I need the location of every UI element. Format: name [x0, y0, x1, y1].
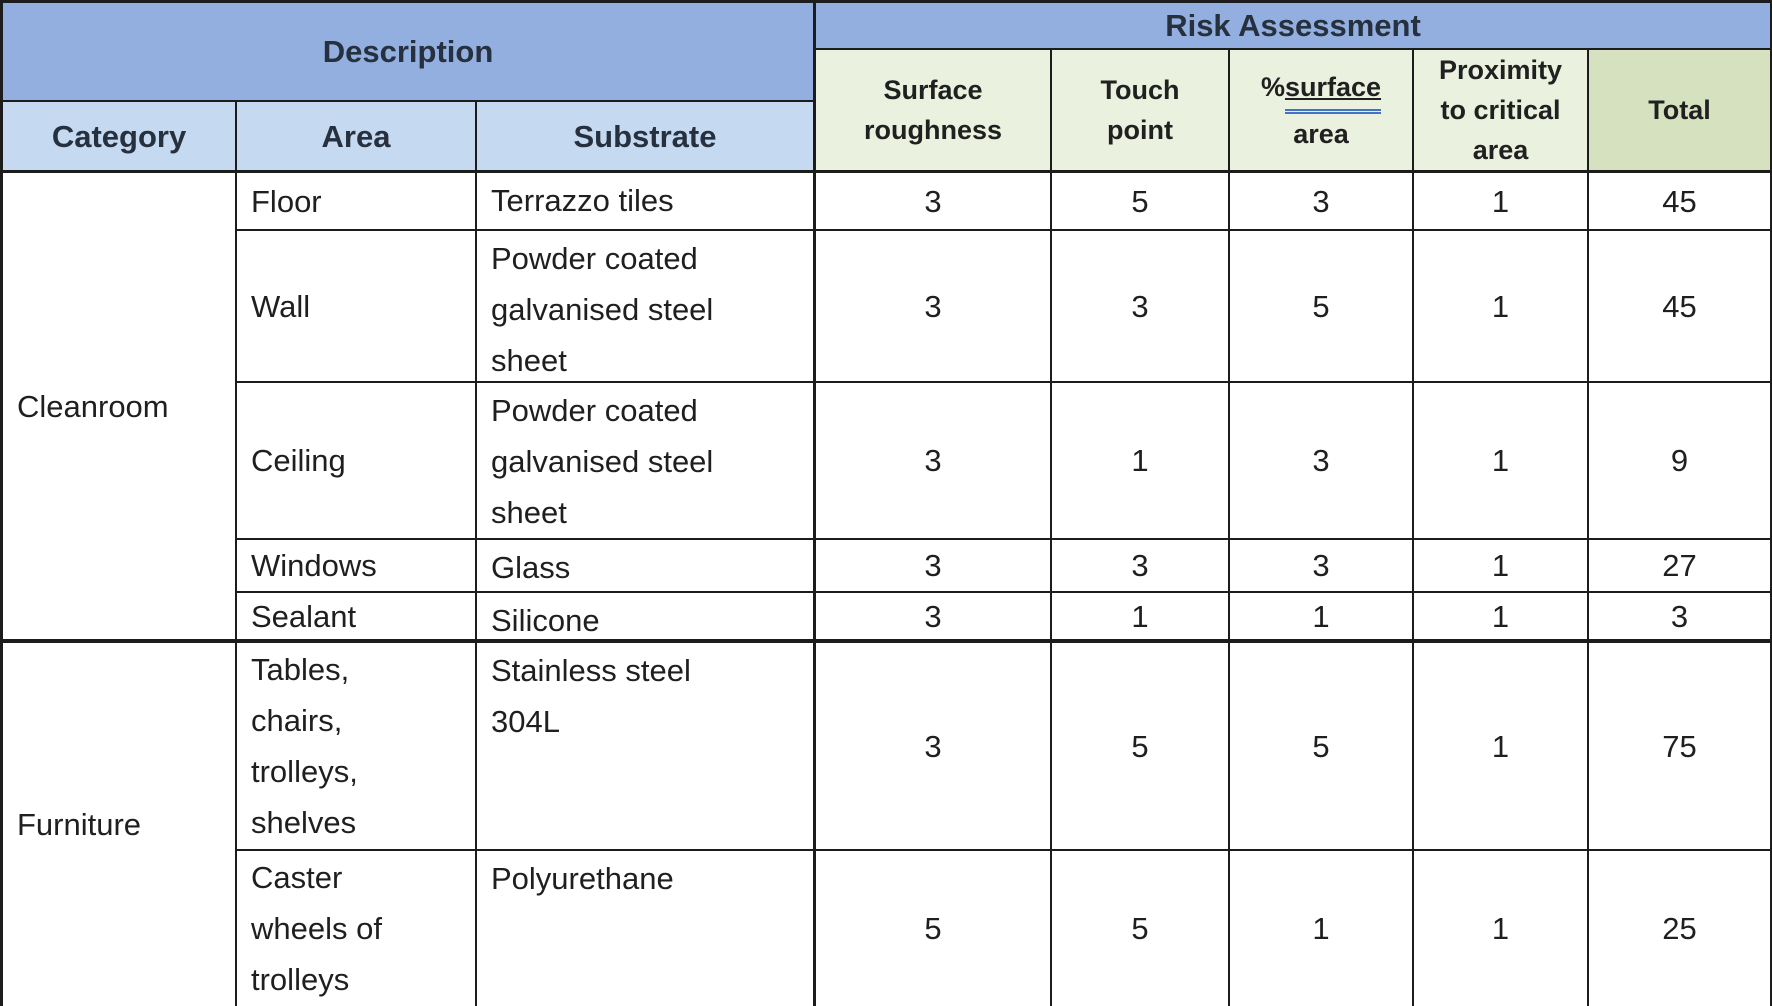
row-floor-surface-roughness: 3 — [816, 173, 1052, 231]
row-windows-proximity: 1 — [1414, 540, 1589, 593]
row-floor-substrate: Terrazzo tiles — [477, 173, 816, 231]
row-sealant-total: 3 — [1589, 593, 1772, 643]
row-caster-total: 25 — [1589, 851, 1772, 1006]
row-sealant-surface-roughness: 3 — [816, 593, 1052, 643]
row-tables-proximity: 1 — [1414, 643, 1589, 851]
row-tables-touch-point: 5 — [1052, 643, 1230, 851]
row-ceiling-surface-roughness: 3 — [816, 383, 1052, 540]
header-area: Area — [237, 102, 477, 173]
header-total: Total — [1589, 50, 1772, 173]
row-caster-touch-point: 5 — [1052, 851, 1230, 1006]
header-category: Category — [0, 102, 237, 173]
row-sealant-pct-surface-area: 1 — [1230, 593, 1414, 643]
header-touch-point: Touch point — [1052, 50, 1230, 173]
row-tables-surface-roughness: 3 — [816, 643, 1052, 851]
category-cell-furniture: Furniture — [0, 643, 237, 1006]
row-windows-area: Windows — [237, 540, 477, 593]
row-caster-proximity: 1 — [1414, 851, 1589, 1006]
row-caster-pct-surface-area: 1 — [1230, 851, 1414, 1006]
row-windows-surface-roughness: 3 — [816, 540, 1052, 593]
row-floor-area: Floor — [237, 173, 477, 231]
row-tables-substrate: Stainless steel 304L — [477, 643, 816, 851]
row-wall-area: Wall — [237, 231, 477, 383]
row-wall-touch-point: 3 — [1052, 231, 1230, 383]
row-sealant-substrate: Silicone — [477, 593, 816, 643]
row-wall-total: 45 — [1589, 231, 1772, 383]
row-sealant-proximity: 1 — [1414, 593, 1589, 643]
pct-prefix: % — [1260, 71, 1285, 102]
row-sealant-area: Sealant — [237, 593, 477, 643]
row-caster-area: Caster wheels of trolleys — [237, 851, 477, 1006]
row-ceiling-total: 9 — [1589, 383, 1772, 540]
header-risk-assessment: Risk Assessment — [816, 0, 1772, 50]
row-ceiling-touch-point: 1 — [1052, 383, 1230, 540]
header-substrate: Substrate — [477, 102, 816, 173]
row-wall-surface-roughness: 3 — [816, 231, 1052, 383]
pct-surface-line2: area — [1293, 118, 1349, 149]
row-ceiling-proximity: 1 — [1414, 383, 1589, 540]
row-floor-touch-point: 5 — [1052, 173, 1230, 231]
row-wall-pct-surface-area: 5 — [1230, 231, 1414, 383]
row-windows-total: 27 — [1589, 540, 1772, 593]
row-caster-substrate: Polyurethane — [477, 851, 816, 1006]
pct-underlined-word: surface — [1284, 67, 1382, 114]
header-pct-surface-area: % surface area — [1230, 50, 1414, 173]
row-windows-pct-surface-area: 3 — [1230, 540, 1414, 593]
header-description: Description — [0, 0, 816, 102]
row-floor-total: 45 — [1589, 173, 1772, 231]
row-sealant-touch-point: 1 — [1052, 593, 1230, 643]
row-floor-pct-surface-area: 3 — [1230, 173, 1414, 231]
header-surface-roughness: Surface roughness — [816, 50, 1052, 173]
row-tables-area: Tables, chairs, trolleys, shelves — [237, 643, 477, 851]
category-cell-cleanroom: Cleanroom — [0, 173, 237, 643]
pct-surface-line1: % surface — [1260, 67, 1382, 114]
row-wall-substrate: Powder coated galvanised steel sheet — [477, 231, 816, 383]
row-wall-proximity: 1 — [1414, 231, 1589, 383]
header-proximity-critical-area: Proximity to critical area — [1414, 50, 1589, 173]
row-ceiling-pct-surface-area: 3 — [1230, 383, 1414, 540]
row-ceiling-substrate: Powder coated galvanised steel sheet — [477, 383, 816, 540]
row-windows-substrate: Glass — [477, 540, 816, 593]
row-floor-proximity: 1 — [1414, 173, 1589, 231]
row-ceiling-area: Ceiling — [237, 383, 477, 540]
row-tables-pct-surface-area: 5 — [1230, 643, 1414, 851]
row-windows-touch-point: 3 — [1052, 540, 1230, 593]
row-caster-surface-roughness: 5 — [816, 851, 1052, 1006]
row-tables-total: 75 — [1589, 643, 1772, 851]
